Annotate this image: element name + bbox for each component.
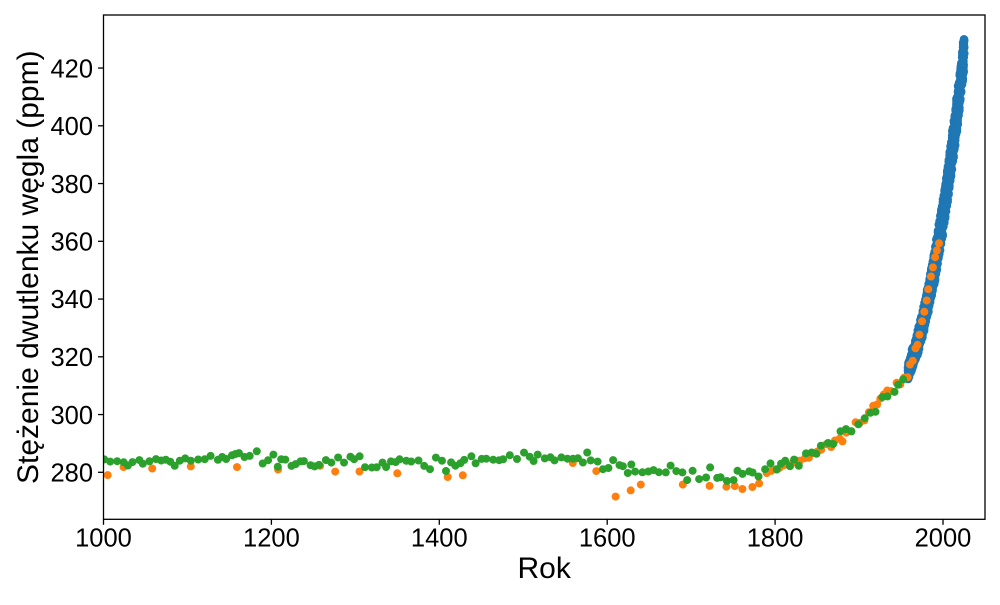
- svg-text:Stężenie dwutlenku węgla (ppm): Stężenie dwutlenku węgla (ppm): [12, 50, 45, 484]
- svg-text:300: 300: [50, 402, 93, 430]
- svg-text:280: 280: [50, 460, 93, 488]
- svg-text:1600: 1600: [579, 525, 636, 553]
- svg-text:1400: 1400: [411, 525, 468, 553]
- svg-text:420: 420: [50, 55, 93, 83]
- svg-text:360: 360: [50, 229, 93, 257]
- svg-text:380: 380: [50, 171, 93, 199]
- svg-text:1000: 1000: [75, 525, 132, 553]
- svg-text:1800: 1800: [747, 525, 804, 553]
- svg-text:Rok: Rok: [518, 552, 572, 585]
- svg-text:340: 340: [50, 286, 93, 314]
- svg-text:400: 400: [50, 113, 93, 141]
- svg-text:320: 320: [50, 344, 93, 372]
- svg-text:1200: 1200: [243, 525, 300, 553]
- svg-text:2000: 2000: [915, 525, 972, 553]
